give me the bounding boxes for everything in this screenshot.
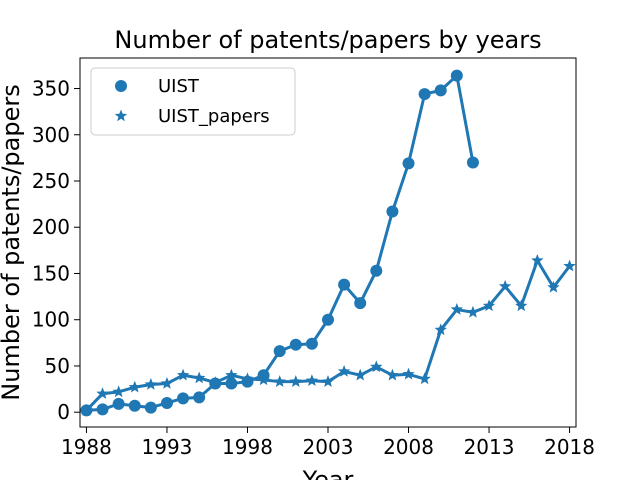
data-point <box>563 259 576 272</box>
x-axis-ticks: 1988 1993 1998 2003 2008 2013 2018 <box>61 427 595 459</box>
data-point <box>337 365 351 377</box>
legend: UIST UIST_papers <box>90 67 296 136</box>
legend-marker <box>114 109 128 122</box>
y-axis-ticks: 0 50 100 150 200 250 300 350 <box>32 77 80 424</box>
data-point <box>289 375 302 387</box>
data-point <box>402 157 415 170</box>
y-tick-label: 250 <box>32 169 70 193</box>
data-point <box>241 372 254 385</box>
data-point <box>192 371 206 384</box>
legend-label: UIST <box>158 76 200 97</box>
data-point <box>273 375 286 387</box>
x-tick-label: 2013 <box>464 435 515 459</box>
data-point <box>112 385 125 398</box>
data-point <box>450 303 464 315</box>
data-point <box>193 391 206 404</box>
y-tick-label: 150 <box>32 261 70 285</box>
data-point <box>322 313 334 326</box>
data-point <box>386 205 399 218</box>
data-point <box>128 399 141 412</box>
data-point <box>273 345 286 358</box>
x-tick-label: 2008 <box>383 435 434 459</box>
chart-title: Number of patents/papers by years <box>114 26 541 54</box>
y-tick-label: 200 <box>32 215 70 239</box>
x-tick-label: 1998 <box>222 435 273 459</box>
series-layer <box>80 69 576 417</box>
data-point <box>225 377 238 390</box>
x-tick-label: 1993 <box>142 435 193 459</box>
data-point <box>370 264 383 277</box>
data-point <box>434 323 447 336</box>
data-point <box>257 373 270 386</box>
y-tick-label: 350 <box>32 77 70 101</box>
x-tick-label: 1988 <box>61 435 112 459</box>
data-point <box>370 360 383 373</box>
data-point <box>450 69 463 82</box>
series-uist <box>80 69 479 417</box>
data-point <box>466 305 480 318</box>
data-point <box>177 392 190 405</box>
y-tick-label: 50 <box>45 354 70 378</box>
y-tick-label: 300 <box>32 123 70 147</box>
legend-box <box>90 67 296 136</box>
y-axis-label: Number of patents/papers <box>0 84 25 400</box>
data-point <box>160 396 173 409</box>
data-point <box>418 372 431 385</box>
data-point <box>434 84 447 97</box>
data-point <box>547 280 560 293</box>
data-point <box>289 338 302 351</box>
data-point <box>225 368 238 381</box>
data-point <box>466 156 479 169</box>
legend-marker <box>115 80 127 92</box>
data-point <box>321 375 335 387</box>
data-point <box>498 279 512 292</box>
data-point <box>418 88 431 101</box>
data-point <box>354 368 367 381</box>
data-point <box>515 299 528 312</box>
data-point <box>128 380 141 393</box>
data-point <box>338 278 351 291</box>
data-point <box>209 376 222 388</box>
data-point <box>402 367 415 380</box>
y-tick-label: 0 <box>57 400 70 424</box>
data-point <box>176 368 190 381</box>
data-point <box>305 337 318 350</box>
series-uist-papers <box>80 254 576 416</box>
data-point <box>144 377 158 390</box>
data-point <box>96 403 109 416</box>
data-point <box>482 299 496 312</box>
data-point <box>112 397 125 410</box>
data-point <box>305 374 319 387</box>
data-point <box>144 401 157 414</box>
data-point <box>354 297 367 310</box>
x-tick-label: 2018 <box>544 435 595 459</box>
legend-label: UIST_papers <box>158 106 270 127</box>
series-line <box>84 259 572 412</box>
y-tick-label: 100 <box>32 308 70 332</box>
data-point <box>80 403 93 416</box>
data-point <box>531 254 544 266</box>
data-point <box>160 377 174 389</box>
x-axis-label: Year <box>302 466 354 480</box>
data-point <box>386 368 399 381</box>
data-point <box>96 387 109 399</box>
x-tick-label: 2003 <box>303 435 354 459</box>
